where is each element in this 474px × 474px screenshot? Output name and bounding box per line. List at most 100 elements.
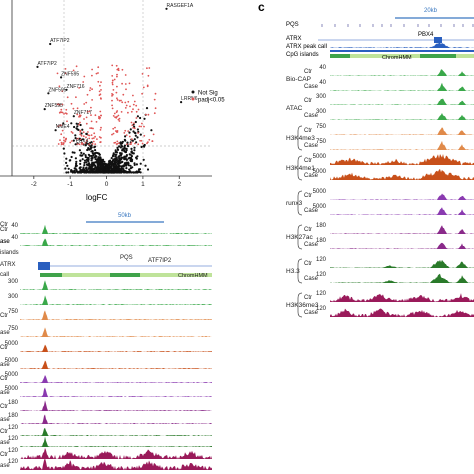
volcano-point xyxy=(90,141,93,144)
right-scale-value: 750 xyxy=(316,124,327,130)
volcano-point xyxy=(76,125,79,128)
right-row-label: Ctr xyxy=(304,227,312,233)
volcano-point-sig xyxy=(114,141,117,144)
right-row-label: Ctr xyxy=(304,295,312,301)
volcano-point xyxy=(117,156,121,160)
left-row-label: ase xyxy=(0,390,10,396)
left-row-label: ase xyxy=(0,463,10,469)
volcano-point xyxy=(89,147,92,150)
right-cpg-label: CpG islands xyxy=(286,52,319,58)
volcano-point-sig xyxy=(133,100,136,103)
volcano-point-sig xyxy=(146,142,148,145)
volcano-point xyxy=(81,158,84,161)
volcano-point-sig xyxy=(90,106,92,109)
volcano-point-sig xyxy=(83,103,86,105)
volcano-point-sig xyxy=(124,83,127,85)
volcano-point-sig xyxy=(111,99,113,102)
volcano-point xyxy=(128,171,131,174)
volcano-point xyxy=(116,146,119,149)
volcano-point-sig xyxy=(97,80,100,83)
left-row-label: Ctr xyxy=(0,313,8,319)
volcano-point xyxy=(133,146,136,149)
volcano-point-sig xyxy=(125,88,127,91)
volcano-point-sig xyxy=(134,142,136,145)
volcano-annotated-point xyxy=(60,76,63,79)
volcano-point xyxy=(133,149,136,152)
volcano-point xyxy=(119,152,122,155)
volcano-point-sig xyxy=(90,134,93,137)
left-track-signal xyxy=(20,458,212,470)
right-row-label: Ctr xyxy=(304,128,312,134)
volcano-point xyxy=(91,150,94,153)
right-group-bracket xyxy=(297,258,303,284)
volcano-point-sig xyxy=(111,107,114,110)
volcano-point-sig xyxy=(95,121,98,123)
volcano-point xyxy=(104,171,107,174)
left-scale-value: 750 xyxy=(8,326,19,332)
volcano-point xyxy=(84,154,87,157)
volcano-legend: Not Sig padj<0.05 xyxy=(191,90,225,104)
volcano-point-sig xyxy=(139,139,142,142)
volcano-point-sig xyxy=(89,87,92,89)
volcano-point-sig xyxy=(128,135,131,138)
left-row-label: Ctr xyxy=(0,227,8,233)
right-group-label: H3K36me3 xyxy=(286,302,319,309)
volcano-point xyxy=(112,171,115,174)
volcano-point-sig xyxy=(120,111,123,113)
volcano-point-sig xyxy=(86,111,89,113)
volcano-point xyxy=(125,158,128,161)
volcano-point xyxy=(80,151,83,154)
volcano-point xyxy=(123,155,126,158)
panel-c-letter: c xyxy=(258,0,265,14)
volcano-point-sig xyxy=(112,115,115,117)
volcano-tick-label: 2 xyxy=(177,181,181,188)
volcano-point-sig xyxy=(95,72,98,75)
volcano-point xyxy=(119,141,122,144)
volcano-point xyxy=(126,141,129,144)
volcano-point-sig xyxy=(154,92,157,95)
volcano-point-sig xyxy=(131,124,134,127)
volcano-point-sig xyxy=(131,138,133,141)
volcano-annotated-point xyxy=(72,115,75,118)
volcano-tick-label: 1 xyxy=(141,181,145,188)
volcano-point xyxy=(106,164,109,167)
volcano-point xyxy=(96,171,100,174)
left-track-signal xyxy=(20,238,212,246)
volcano-point-sig xyxy=(98,115,100,118)
volcano-point xyxy=(114,161,117,164)
right-scale-value: 180 xyxy=(316,238,327,244)
volcano-point xyxy=(118,168,121,171)
volcano-point xyxy=(139,162,142,165)
left-track-signal xyxy=(20,224,212,234)
right-scale-value: 120 xyxy=(316,257,327,263)
left-cut-label: ase xyxy=(0,239,10,245)
volcano-point xyxy=(114,149,117,152)
right-row-label: Ctr xyxy=(304,69,312,75)
volcano-point-sig xyxy=(100,114,102,117)
volcano-point-sig xyxy=(56,103,59,106)
volcano-point xyxy=(121,140,124,143)
volcano-point xyxy=(121,167,124,170)
right-track-case-signal xyxy=(330,140,474,150)
right-row-label: Case xyxy=(304,208,319,214)
right-row-label: Case xyxy=(304,310,319,316)
volcano-point-sig xyxy=(57,125,60,128)
right-gene-label: PBX4 xyxy=(418,32,434,38)
left-scale-value: 5000 xyxy=(5,341,19,347)
right-track-ctr-signal xyxy=(330,193,474,200)
volcano-point-sig xyxy=(98,136,101,138)
volcano-point-sig xyxy=(125,134,128,137)
volcano-point xyxy=(66,164,69,167)
volcano-point-sig xyxy=(116,97,118,100)
right-group-label: Bio-CAP xyxy=(286,76,311,83)
volcano-point-sig xyxy=(121,101,124,104)
volcano-point-sig xyxy=(146,84,149,87)
volcano-point-sig xyxy=(88,110,91,113)
volcano-point xyxy=(116,160,119,163)
volcano-point xyxy=(105,168,109,171)
left-scale-value: 120 xyxy=(8,459,19,465)
volcano-annotated-point xyxy=(74,143,77,146)
volcano-point xyxy=(142,158,145,161)
volcano-point xyxy=(118,145,121,148)
volcano-point xyxy=(123,144,126,147)
